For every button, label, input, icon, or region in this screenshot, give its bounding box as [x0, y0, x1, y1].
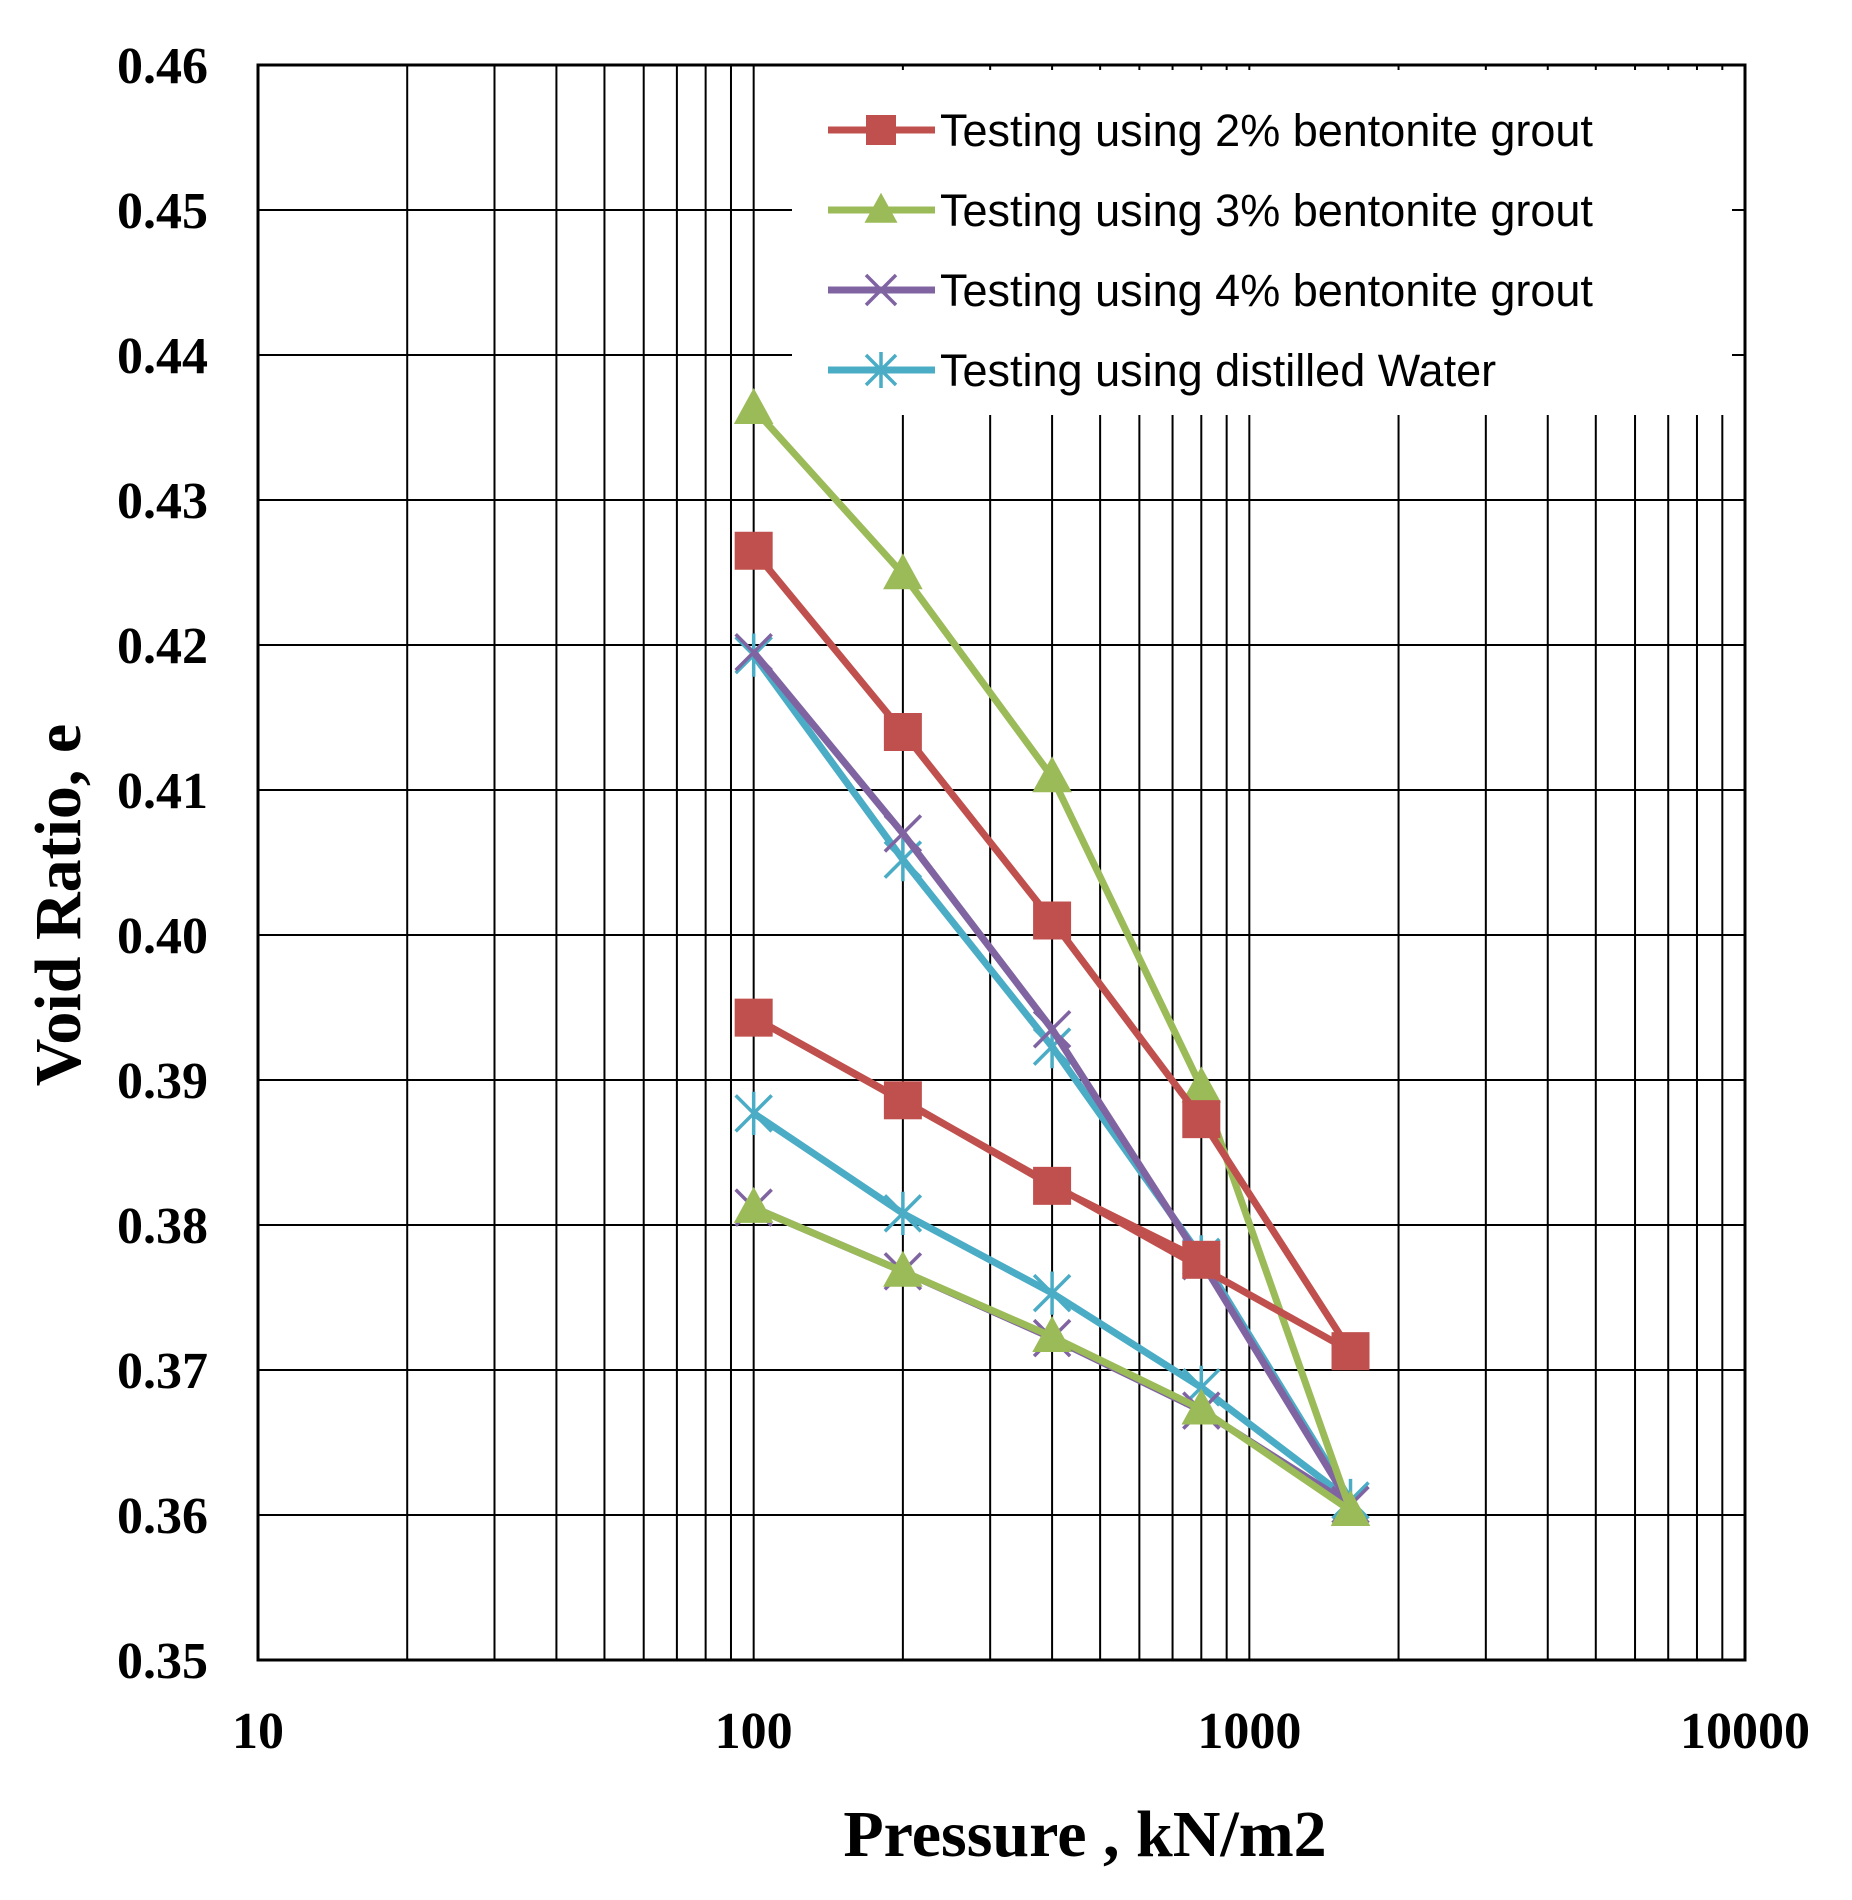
- legend-box: [792, 70, 1732, 415]
- data-point: [1182, 1240, 1221, 1279]
- data-point: [734, 633, 773, 672]
- legend-item: Testing using distilled Water: [828, 345, 1496, 396]
- data-point: [864, 192, 898, 223]
- x-tick-label: 10: [232, 1703, 284, 1760]
- data-point: [1032, 1315, 1072, 1352]
- x-tick-label: 1000: [1197, 1703, 1301, 1760]
- data-point: [883, 1191, 923, 1235]
- legend-item: Testing using 2% bentonite grout: [828, 105, 1593, 156]
- y-tick-label: 0.42: [117, 618, 208, 675]
- data-point: [883, 814, 923, 853]
- data-point: [864, 273, 898, 307]
- legend: Testing using 2% bentonite grout Testing …: [792, 70, 1732, 415]
- data-point: [1033, 901, 1072, 940]
- data-point: [733, 1186, 774, 1223]
- series-layer: [733, 387, 1371, 1526]
- data-point: [733, 387, 774, 424]
- data-point: [1181, 1066, 1222, 1103]
- data-point: [1032, 756, 1072, 793]
- tick-labels: 0.35 0.36 0.37 0.38 0.39 0.40 0.41 0.42 0.43 0.44…: [117, 38, 1810, 1760]
- x-tick-label: 100: [715, 1703, 793, 1760]
- data-point: [1182, 1100, 1221, 1139]
- data-point: [1181, 1388, 1222, 1425]
- y-tick-label: 0.45: [117, 183, 208, 240]
- data-point: [864, 352, 898, 388]
- y-axis-title: Void Ratio, e: [22, 724, 95, 1086]
- x-tick-label: 10000: [1680, 1703, 1810, 1760]
- data-point: [1330, 1489, 1371, 1526]
- legend-label: Testing using 3% bentonite grout: [940, 185, 1593, 236]
- y-tick-label: 0.38: [117, 1198, 208, 1255]
- y-tick-label: 0.35: [117, 1633, 208, 1690]
- legend-label: Testing using 2% bentonite grout: [940, 105, 1593, 156]
- data-point: [883, 1081, 922, 1120]
- y-tick-label: 0.36: [117, 1488, 208, 1545]
- data-point: [883, 713, 922, 751]
- legend-item: Testing using 3% bentonite grout: [828, 185, 1593, 236]
- y-tick-label: 0.46: [117, 38, 208, 95]
- data-point: [1032, 1010, 1072, 1049]
- plot-area-border: [256, 63, 1747, 1662]
- x-axis-title: Pressure , kN/m2: [843, 1798, 1326, 1871]
- y-tick-label: 0.39: [117, 1053, 208, 1110]
- legend-label: Testing using 4% bentonite grout: [940, 265, 1593, 316]
- y-tick-label: 0.43: [117, 473, 208, 530]
- y-tick-label: 0.40: [117, 908, 208, 965]
- y-tick-label: 0.44: [117, 328, 208, 385]
- data-point: [734, 998, 773, 1037]
- data-point: [883, 553, 923, 590]
- series-0: [734, 531, 1370, 1371]
- data-point: [1331, 1332, 1370, 1371]
- legend-item: Testing using 4% bentonite grout: [828, 265, 1593, 316]
- y-tick-label: 0.37: [117, 1343, 208, 1400]
- y-tick-label: 0.41: [117, 763, 208, 820]
- data-point: [866, 115, 896, 145]
- legend-label: Testing using distilled Water: [940, 345, 1496, 396]
- data-point: [734, 1091, 773, 1135]
- data-point: [883, 1250, 923, 1287]
- data-point: [734, 531, 773, 570]
- series-1: [733, 387, 1371, 1526]
- data-point: [1033, 1166, 1072, 1205]
- data-point: [1032, 1271, 1072, 1315]
